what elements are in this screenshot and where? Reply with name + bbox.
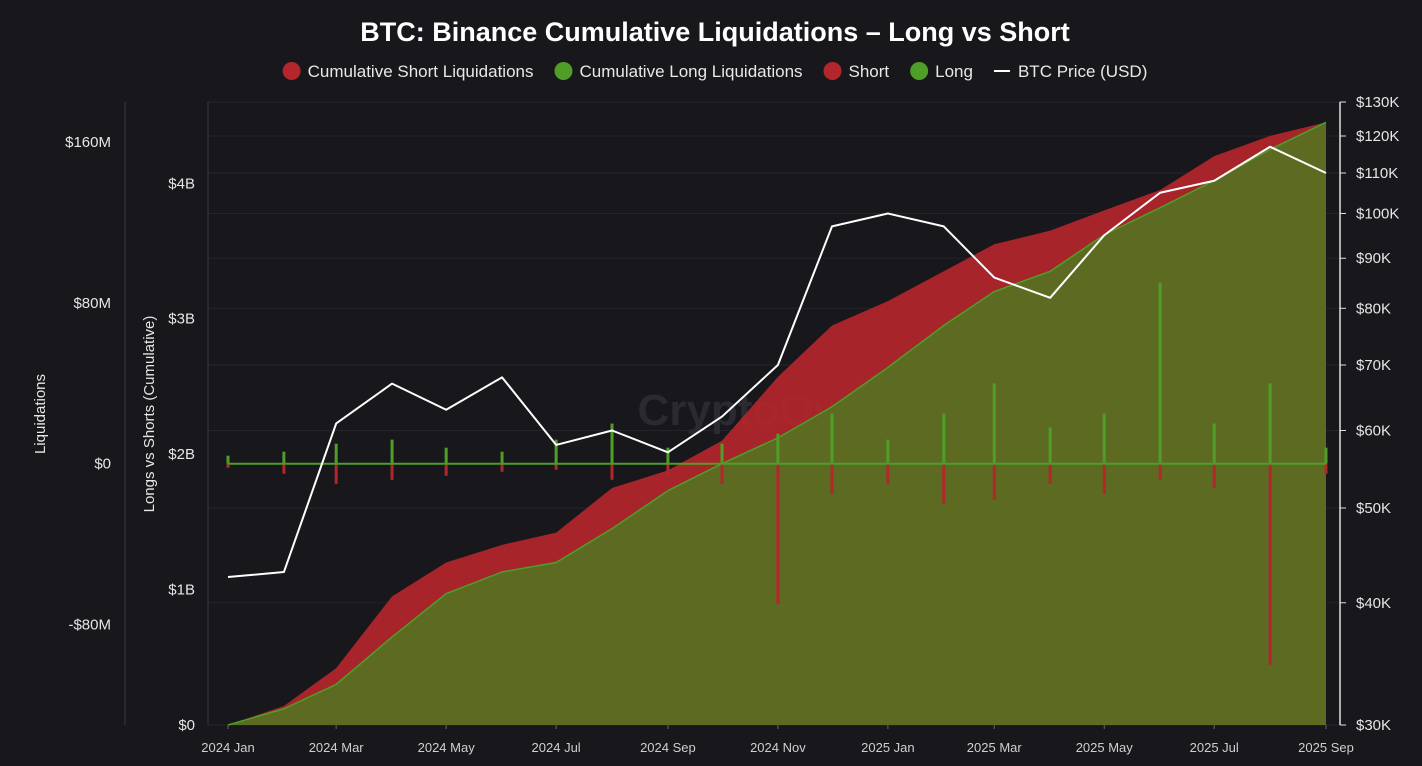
short-bar: [1158, 463, 1162, 480]
long-bar: [776, 433, 780, 464]
short-bar: [390, 463, 394, 480]
liquidations-tick-label: $80M: [73, 295, 111, 312]
price-tick-label: $120K: [1356, 128, 1399, 145]
cumulative-tick-label: $2B: [168, 446, 195, 463]
x-tick-label: 2024 Mar: [309, 740, 365, 755]
long-bar: [1102, 413, 1106, 464]
short-bar: [282, 463, 286, 474]
short-bar: [666, 463, 670, 474]
short-bar: [1102, 463, 1106, 494]
legend-swatch-3: [910, 62, 929, 80]
price-line: [227, 145, 1327, 579]
cumulative-tick-label: $3B: [168, 311, 195, 328]
price-tick-label: $60K: [1356, 423, 1391, 440]
cumulative-axis-label: Longs vs Shorts (Cumulative): [141, 316, 158, 513]
short-bar: [334, 463, 338, 484]
x-tick-label: 2024 Jan: [201, 740, 255, 755]
x-axis: 2024 Jan 2024 Mar 2024 May 2024 Jul 2024 Sep…: [201, 725, 1354, 755]
legend-swatch-0: [282, 62, 301, 80]
short-bar: [554, 463, 558, 470]
legend-label-1: Cumulative Long Liquidations: [579, 62, 802, 81]
price-tick-label: $80K: [1356, 300, 1391, 317]
price-tick-label: $100K: [1356, 205, 1399, 222]
liquidations-axis-label: Liquidations: [32, 374, 49, 454]
cumulative-axis: $4B $3B $2B $1B $0: [168, 175, 195, 734]
x-tick-label: 2025 Jan: [861, 740, 915, 755]
price-tick-label: $110K: [1356, 165, 1398, 182]
short-bar: [610, 463, 614, 480]
x-tick-label: 2025 Jul: [1190, 740, 1239, 755]
long-bar: [666, 447, 670, 464]
liquidations-tick-label: $0: [94, 456, 111, 473]
long-bar: [830, 413, 834, 464]
price-tick-label: $50K: [1356, 500, 1391, 517]
x-tick-label: 2025 Mar: [967, 740, 1023, 755]
cumulative-tick-label: $0: [178, 717, 195, 734]
long-bar: [334, 443, 338, 464]
legend-swatch-1: [554, 62, 573, 80]
price-tick-label: $30K: [1356, 717, 1391, 734]
chart-title: BTC: Binance Cumulative Liquidations – L…: [360, 17, 1070, 47]
short-bar: [226, 463, 230, 468]
short-bar: [942, 463, 946, 504]
long-bar: [444, 447, 448, 464]
x-tick-label: 2024 Sep: [640, 740, 696, 755]
legend-label-3: Long: [935, 62, 973, 81]
long-bar: [282, 451, 286, 464]
legend-swatch-2: [823, 62, 842, 80]
x-tick-label: 2025 May: [1076, 740, 1134, 755]
long-bar: [1158, 282, 1162, 464]
price-line-group: [227, 145, 1327, 579]
price-tick-label: $40K: [1356, 595, 1391, 612]
liquidations-tick-label: $160M: [65, 134, 111, 151]
long-bar: [554, 439, 558, 464]
short-bar: [776, 463, 780, 605]
long-bar: [886, 439, 890, 464]
liquidation-bars: [226, 282, 1328, 665]
short-bar: [444, 463, 448, 476]
short-bar: [1324, 463, 1328, 474]
legend-label-0: Cumulative Short Liquidations: [308, 62, 534, 81]
cumulative-tick-label: $4B: [168, 175, 195, 192]
long-bar: [610, 423, 614, 464]
long-bar: [942, 413, 946, 464]
short-bar: [830, 463, 834, 494]
cumulative-tick-label: $1B: [168, 582, 195, 599]
long-bar: [992, 383, 996, 464]
cumulative-areas: [227, 121, 1327, 726]
long-bar: [1212, 423, 1216, 464]
legend-label-2: Short: [849, 62, 890, 81]
liquidations-axis: $160M $80M $0 -$80M: [65, 134, 111, 633]
short-bar: [992, 463, 996, 500]
short-bar: [886, 463, 890, 484]
legend-label-4: BTC Price (USD): [1018, 62, 1147, 81]
long-bar: [500, 451, 504, 464]
liquidations-tick-label: -$80M: [68, 617, 111, 634]
short-bar: [1048, 463, 1052, 484]
price-axis: $130K $120K $110K $100K $90K $80K $70K $60K $50K…: [1340, 94, 1399, 734]
x-tick-label: 2024 Jul: [532, 740, 581, 755]
short-bar: [1268, 463, 1272, 665]
x-tick-label: 2025 Sep: [1298, 740, 1354, 755]
long-bar: [1048, 427, 1052, 464]
price-tick-label: $70K: [1356, 357, 1391, 374]
x-tick-label: 2024 Nov: [750, 740, 806, 755]
cumulative-long-area: [228, 122, 1326, 726]
long-bar: [1268, 383, 1272, 464]
long-bar: [1324, 447, 1328, 464]
price-tick-label: $130K: [1356, 94, 1399, 111]
price-tick-label: $90K: [1356, 250, 1391, 267]
x-tick-label: 2024 May: [418, 740, 476, 755]
long-bar: [720, 443, 724, 464]
long-bar: [226, 455, 230, 464]
short-bar: [720, 463, 724, 484]
short-bar: [1212, 463, 1216, 488]
long-bar: [390, 439, 394, 464]
short-bar: [500, 463, 504, 472]
legend: Cumulative Short Liquidations Cumulative …: [282, 62, 1147, 81]
